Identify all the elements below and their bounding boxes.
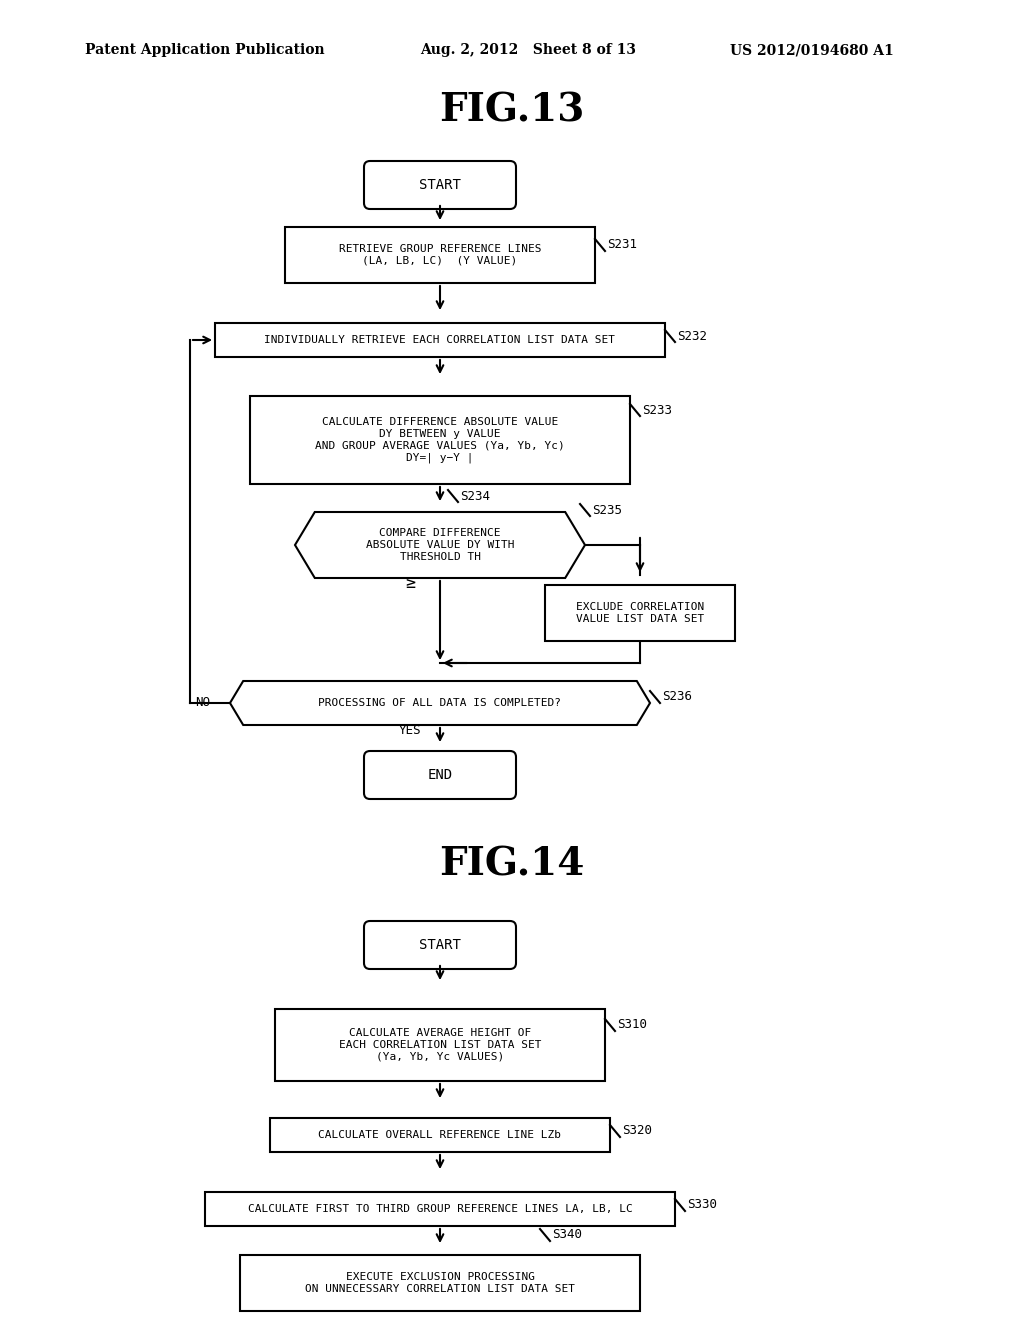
FancyBboxPatch shape	[364, 921, 516, 969]
Text: S236: S236	[662, 690, 692, 704]
Bar	[545, 585, 735, 642]
Text: S330: S330	[687, 1199, 717, 1212]
Bar	[250, 396, 630, 484]
Text: S320: S320	[622, 1125, 652, 1138]
Text: CALCULATE FIRST TO THIRD GROUP REFERENCE LINES LA, LB, LC: CALCULATE FIRST TO THIRD GROUP REFERENCE…	[248, 1204, 633, 1214]
Text: US 2012/0194680 A1: US 2012/0194680 A1	[730, 44, 894, 57]
Text: START: START	[419, 178, 461, 191]
Text: END: END	[427, 768, 453, 781]
Polygon shape	[230, 681, 650, 725]
Bar	[205, 1192, 675, 1226]
Text: COMPARE DIFFERENCE
ABSOLUTE VALUE DY WITH
THRESHOLD TH: COMPARE DIFFERENCE ABSOLUTE VALUE DY WIT…	[366, 528, 514, 561]
Text: S231: S231	[607, 239, 637, 252]
Bar	[215, 323, 665, 356]
Text: FIG.13: FIG.13	[439, 91, 585, 129]
Text: S235: S235	[592, 503, 622, 516]
Text: CALCULATE OVERALL REFERENCE LINE LZb: CALCULATE OVERALL REFERENCE LINE LZb	[318, 1130, 561, 1140]
Text: CALCULATE DIFFERENCE ABSOLUTE VALUE
DY BETWEEN y VALUE
AND GROUP AVERAGE VALUES : CALCULATE DIFFERENCE ABSOLUTE VALUE DY B…	[315, 417, 565, 462]
Text: ≥: ≥	[406, 574, 415, 591]
Text: RETRIEVE GROUP REFERENCE LINES
(LA, LB, LC)  (Y VALUE): RETRIEVE GROUP REFERENCE LINES (LA, LB, …	[339, 244, 542, 265]
Text: NO: NO	[195, 697, 210, 710]
Bar	[270, 1118, 610, 1152]
Text: FIG.14: FIG.14	[439, 846, 585, 884]
FancyBboxPatch shape	[364, 161, 516, 209]
Text: S340: S340	[552, 1229, 582, 1242]
Text: CALCULATE AVERAGE HEIGHT OF
EACH CORRELATION LIST DATA SET
(Ya, Yb, Yc VALUES): CALCULATE AVERAGE HEIGHT OF EACH CORRELA…	[339, 1028, 542, 1061]
Text: YES: YES	[398, 725, 421, 738]
Text: INDIVIDUALLY RETRIEVE EACH CORRELATION LIST DATA SET: INDIVIDUALLY RETRIEVE EACH CORRELATION L…	[264, 335, 615, 345]
Text: Patent Application Publication: Patent Application Publication	[85, 44, 325, 57]
Text: Aug. 2, 2012   Sheet 8 of 13: Aug. 2, 2012 Sheet 8 of 13	[420, 44, 636, 57]
Text: S233: S233	[642, 404, 672, 417]
Text: START: START	[419, 939, 461, 952]
Text: S234: S234	[460, 490, 490, 503]
Bar	[285, 227, 595, 282]
FancyBboxPatch shape	[364, 751, 516, 799]
Text: S310: S310	[617, 1019, 647, 1031]
Text: EXECUTE EXCLUSION PROCESSING
ON UNNECESSARY CORRELATION LIST DATA SET: EXECUTE EXCLUSION PROCESSING ON UNNECESS…	[305, 1272, 575, 1294]
Text: EXCLUDE CORRELATION
VALUE LIST DATA SET: EXCLUDE CORRELATION VALUE LIST DATA SET	[575, 602, 705, 624]
Bar	[240, 1255, 640, 1311]
Bar	[275, 1008, 605, 1081]
Text: S232: S232	[677, 330, 707, 342]
Text: PROCESSING OF ALL DATA IS COMPLETED?: PROCESSING OF ALL DATA IS COMPLETED?	[318, 698, 561, 708]
Polygon shape	[295, 512, 585, 578]
